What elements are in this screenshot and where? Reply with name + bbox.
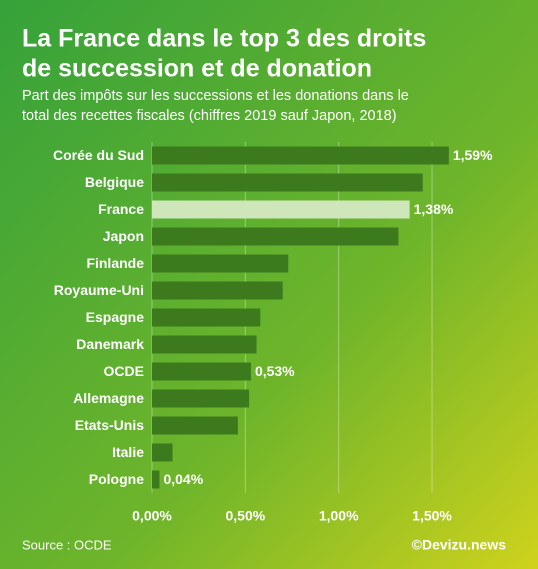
- y-tick-label: Belgique: [85, 174, 144, 190]
- bar: [152, 281, 283, 300]
- bar: [152, 308, 261, 327]
- chart-title: de succession et de donation: [22, 55, 372, 83]
- y-tick-label: France: [98, 201, 144, 217]
- x-tick-label: 0,00%: [132, 508, 172, 524]
- value-label: 0,04%: [163, 471, 203, 487]
- y-tick-label: Etats-Unis: [75, 417, 144, 433]
- y-tick-label: Allemagne: [73, 390, 144, 406]
- x-tick-label: 1,50%: [412, 508, 452, 524]
- bar: [152, 200, 410, 219]
- y-tick-label: Royaume-Uni: [54, 282, 144, 298]
- credit: ©Devizu.news: [412, 537, 507, 553]
- y-tick-label: Corée du Sud: [53, 147, 144, 163]
- bar: [152, 470, 160, 489]
- y-tick-label: OCDE: [104, 363, 144, 379]
- value-label: 1,38%: [414, 201, 454, 217]
- y-tick-label: Finlande: [86, 255, 144, 271]
- chart-subtitle: Part des impôts sur les successions et l…: [22, 88, 409, 104]
- y-tick-label: Espagne: [86, 309, 145, 325]
- bar: [152, 227, 399, 246]
- bar: [152, 146, 449, 165]
- x-tick-label: 1,00%: [319, 508, 359, 524]
- bar: [152, 335, 257, 354]
- source: Source : OCDE: [22, 537, 112, 552]
- bar: [152, 416, 238, 435]
- y-tick-label: Danemark: [76, 336, 144, 352]
- value-label: 1,59%: [453, 147, 493, 163]
- chart-title: La France dans le top 3 des droits: [22, 25, 426, 53]
- x-tick-label: 0,50%: [225, 508, 265, 524]
- y-tick-label: Pologne: [89, 471, 144, 487]
- bar: [152, 362, 251, 381]
- bar: [152, 443, 173, 462]
- bar: [152, 173, 423, 192]
- chart-subtitle: total des recettes fiscales (chiffres 20…: [22, 108, 397, 124]
- value-label: 0,53%: [255, 363, 295, 379]
- bar: [152, 254, 289, 273]
- bar: [152, 389, 250, 408]
- y-tick-label: Italie: [112, 444, 144, 460]
- y-tick-label: Japon: [103, 228, 144, 244]
